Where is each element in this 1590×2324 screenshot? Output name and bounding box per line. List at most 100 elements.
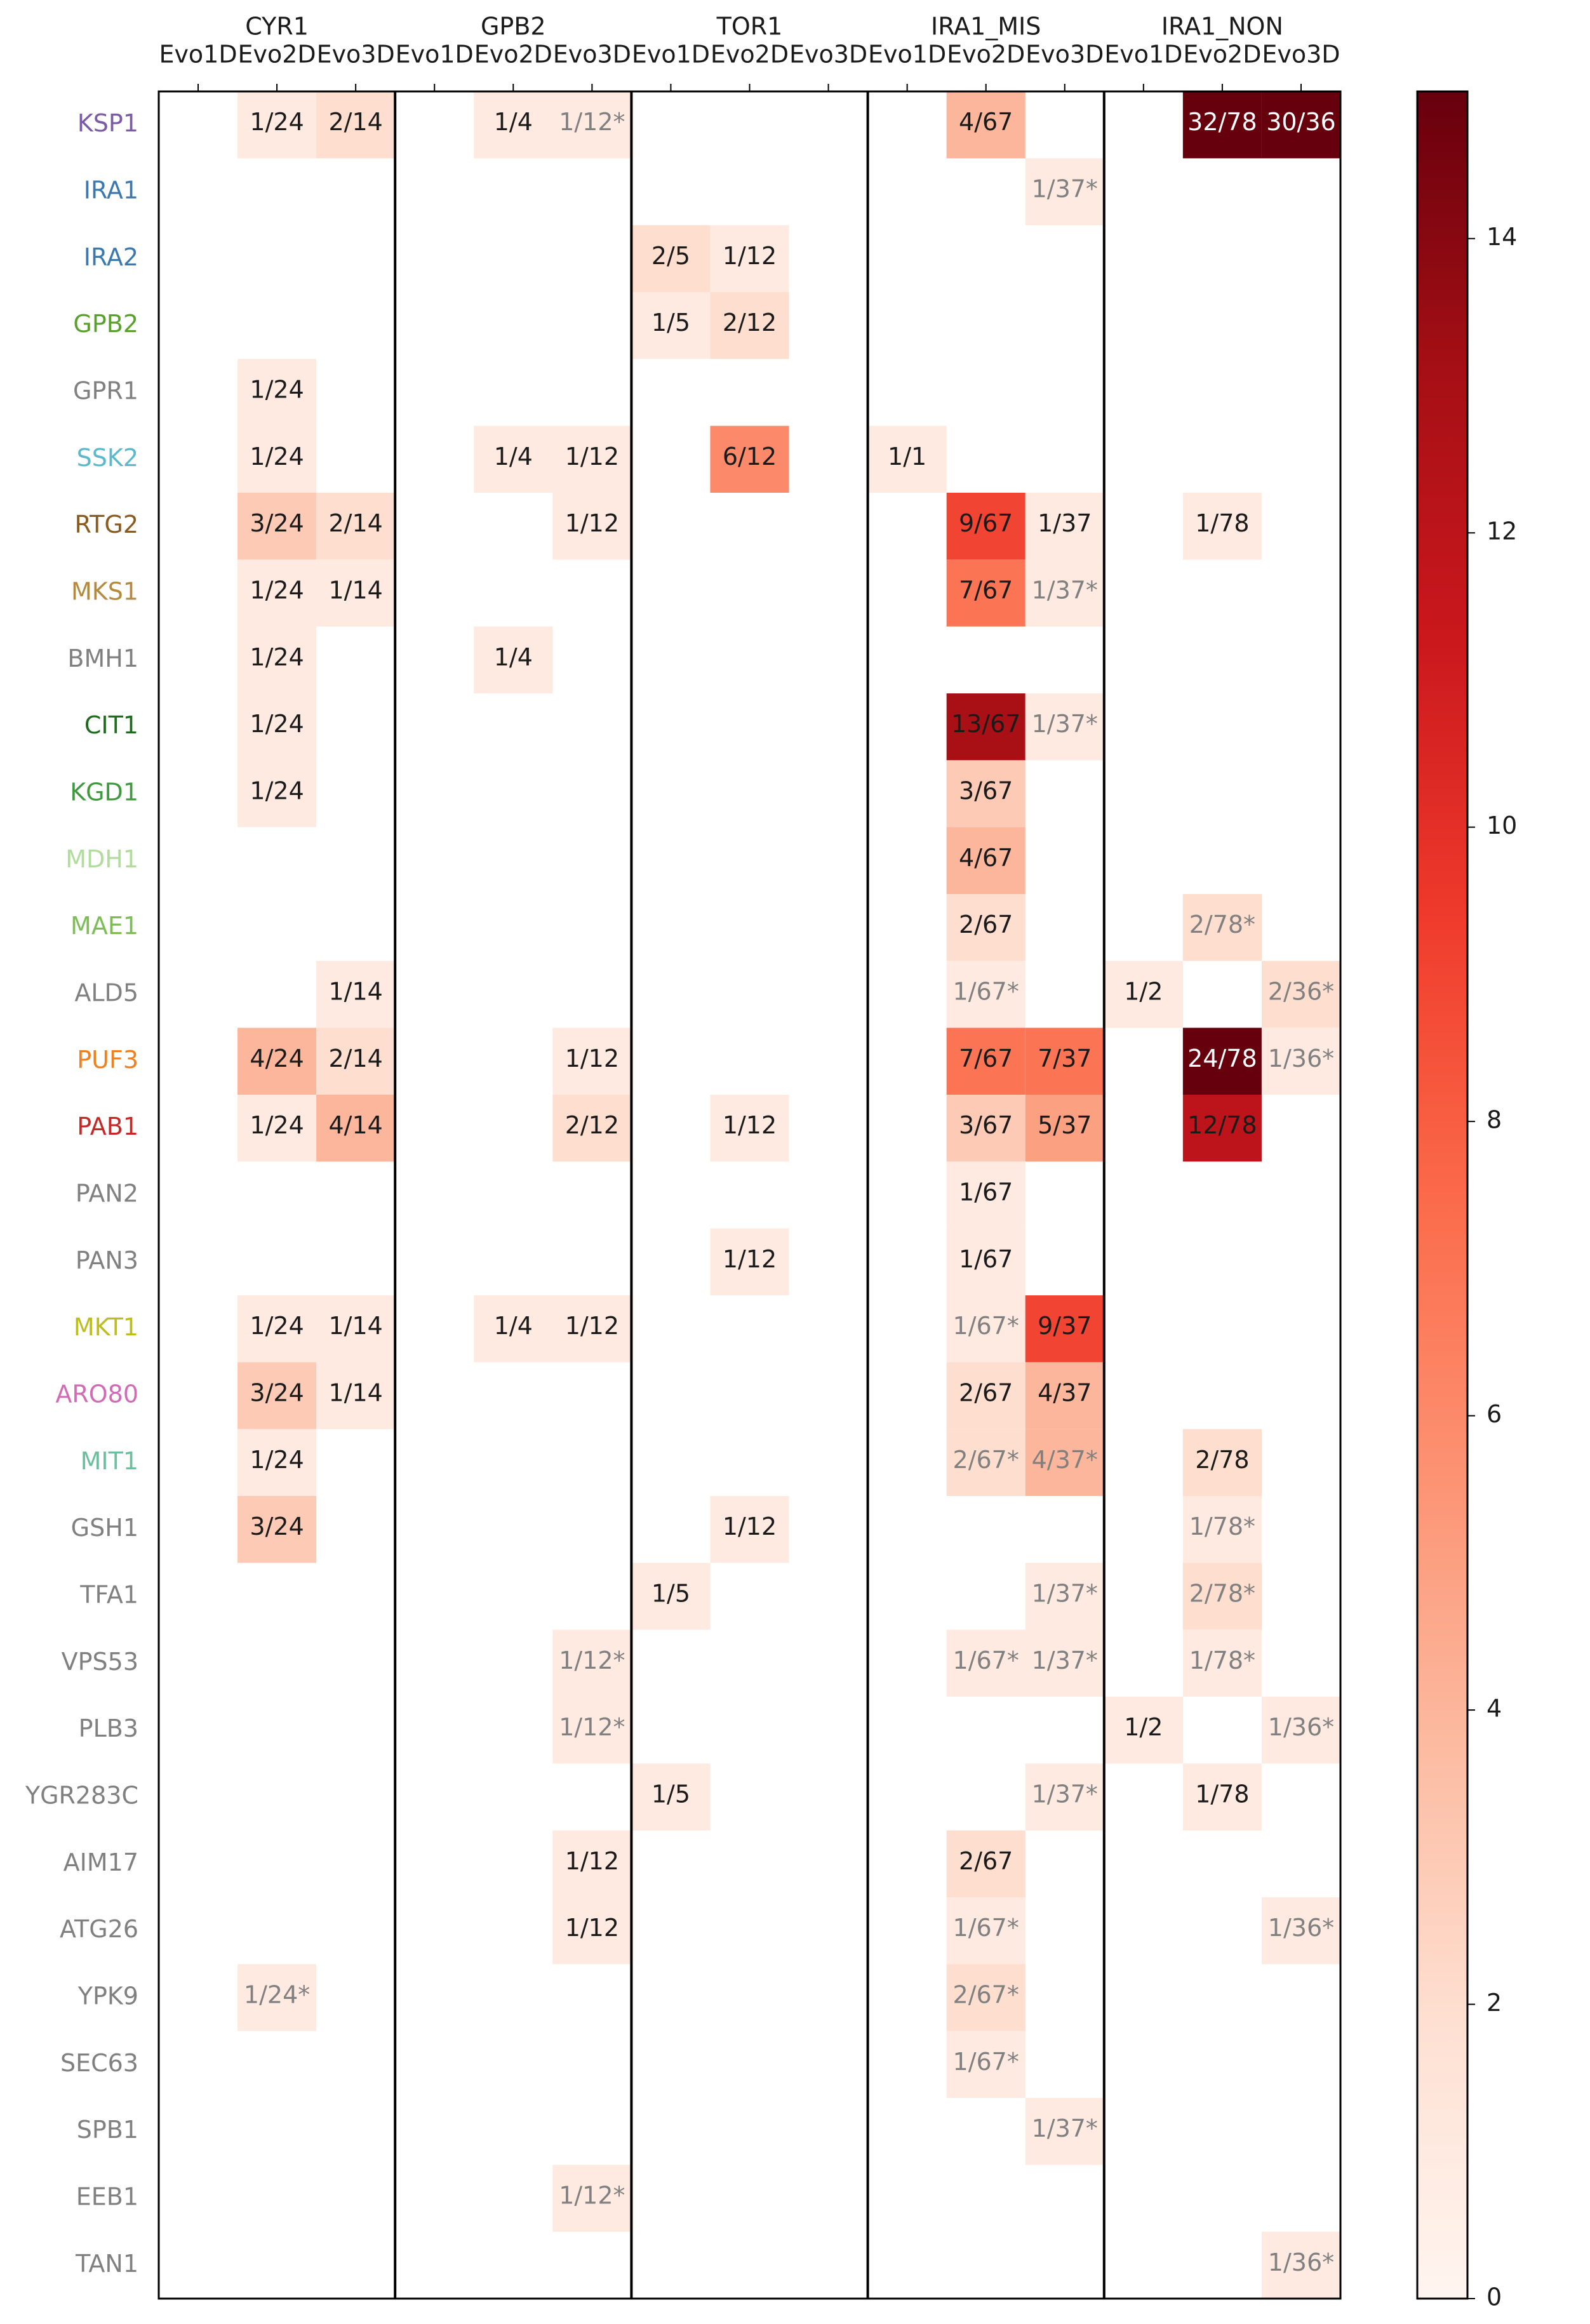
cell-label: 1/12 xyxy=(723,1245,777,1273)
cell-label: 2/67* xyxy=(953,1446,1019,1474)
cell-label: 1/12 xyxy=(565,443,619,471)
heatmap-cell xyxy=(946,91,1025,159)
heatmap-cell xyxy=(1261,961,1340,1028)
heatmap-cell xyxy=(1261,2231,1340,2299)
row-label: MKT1 xyxy=(74,1313,138,1341)
cell-label: 1/67* xyxy=(953,978,1019,1006)
cell-label: 1/1 xyxy=(888,443,926,471)
colorbar-tick-label: 10 xyxy=(1486,811,1517,839)
cell-label: 1/12* xyxy=(559,1646,625,1674)
cell-label: 1/14 xyxy=(328,1379,382,1407)
heatmap-cell xyxy=(1025,1027,1104,1095)
cell-label: 5/37 xyxy=(1038,1111,1092,1139)
cell-label: 3/24 xyxy=(250,1379,304,1407)
colorbar-tick-label: 2 xyxy=(1486,1989,1502,2017)
cell-label: 1/12 xyxy=(723,1111,777,1139)
cell-label: 1/67* xyxy=(953,1646,1019,1674)
heatmap-cell xyxy=(1182,91,1262,159)
column-label: Evo3D xyxy=(1025,41,1104,69)
heatmap-cell xyxy=(1025,1763,1104,1831)
group-label: TOR1 xyxy=(716,13,783,41)
cell-label: 1/24* xyxy=(244,1981,310,2009)
row-label: KSP1 xyxy=(77,109,138,137)
row-label: VPS53 xyxy=(62,1648,138,1676)
row-label: PLB3 xyxy=(79,1714,138,1742)
heatmap-cell xyxy=(316,961,396,1028)
heatmap-cell xyxy=(946,1629,1025,1697)
colorbar-gradient xyxy=(1416,90,1469,2300)
cell-label: 1/67* xyxy=(953,2048,1019,2076)
cell-label: 1/12* xyxy=(559,2182,625,2210)
heatmap-cell xyxy=(631,225,711,292)
row-label: GSH1 xyxy=(71,1514,138,1542)
cell-label: 1/24 xyxy=(250,1312,304,1340)
heatmap-cell xyxy=(552,1830,632,1897)
heatmap-cell xyxy=(631,1563,711,1630)
heatmap-cell xyxy=(946,894,1025,961)
heatmap-cell xyxy=(316,559,396,627)
heatmap-cell xyxy=(1025,1095,1104,1162)
heatmap-cell xyxy=(552,1295,632,1363)
heatmap-cell xyxy=(946,961,1025,1028)
heatmap-cell xyxy=(1182,1095,1262,1162)
column-label: Evo1D xyxy=(632,41,710,69)
cell-label: 1/37* xyxy=(1032,710,1098,738)
cell-label: 1/12 xyxy=(565,1847,619,1875)
row-label: AIM17 xyxy=(63,1848,138,1876)
cell-label: 1/24 xyxy=(250,108,304,136)
heatmap-cell xyxy=(237,91,317,159)
heatmap-cell xyxy=(316,1095,396,1162)
row-label: GPR1 xyxy=(73,377,138,405)
heatmap-cell xyxy=(946,693,1025,761)
cell-label: 2/67 xyxy=(959,1847,1013,1875)
heatmap-cell xyxy=(631,1763,711,1831)
heatmap-cell xyxy=(946,1362,1025,1429)
row-label: ATG26 xyxy=(60,1915,138,1943)
cell-label: 1/4 xyxy=(494,1312,533,1340)
cell-label: 1/24 xyxy=(250,643,304,671)
cell-label: 2/12 xyxy=(565,1111,619,1139)
column-label: Evo1D xyxy=(396,41,474,69)
row-label: YPK9 xyxy=(77,1982,138,2010)
cell-label: 1/4 xyxy=(494,443,533,471)
cell-label: 1/36* xyxy=(1268,1713,1334,1741)
cell-label: 7/67 xyxy=(959,1045,1013,1072)
column-label: Evo3D xyxy=(1262,41,1340,69)
colorbar: 0 2 4 6 8 10 12 14 xyxy=(1416,90,1517,2311)
group-label: CYR1 xyxy=(245,13,309,41)
row-label: YGR283C xyxy=(25,1782,138,1810)
row-labels: KSP1 IRA1 IRA2 GPB2 GPR1 SSK2 RTG2 MKS1 BMH1 CIT1… xyxy=(25,109,138,2278)
cell-label: 30/36 xyxy=(1266,108,1336,136)
column-label: Evo2D xyxy=(474,41,552,69)
heatmap-cell xyxy=(710,1095,789,1162)
heatmap-cell xyxy=(552,1897,632,1965)
heatmap-cell xyxy=(710,225,789,292)
cell-label: 4/67 xyxy=(959,108,1013,136)
cell-label: 1/24 xyxy=(250,376,304,404)
cell-label: 4/37 xyxy=(1038,1379,1092,1407)
cell-label: 1/67* xyxy=(953,1914,1019,1942)
heatmap-cell xyxy=(946,1161,1025,1229)
cell-label: 2/78* xyxy=(1189,1580,1255,1608)
heatmap-cell xyxy=(1025,693,1104,761)
heatmap-cell xyxy=(1025,1429,1104,1496)
heatmap-cell xyxy=(1182,493,1262,560)
group-label: IRA1_MIS xyxy=(931,13,1041,41)
heatmap-cell xyxy=(946,1830,1025,1897)
heatmap-cell xyxy=(316,493,396,560)
cell-label: 7/37 xyxy=(1038,1045,1092,1072)
cell-label: 7/67 xyxy=(959,577,1013,604)
cell-label: 2/67 xyxy=(959,1379,1013,1407)
heatmap-cell xyxy=(316,91,396,159)
heatmap-cell xyxy=(552,1629,632,1697)
heatmap-cell xyxy=(1182,1763,1262,1831)
cell-label: 1/12 xyxy=(565,1914,619,1942)
cell-label: 1/24 xyxy=(250,1446,304,1474)
heatmap-cell xyxy=(1182,1027,1262,1095)
cell-label: 4/14 xyxy=(328,1111,382,1139)
heatmap-cells: 1/24 2/14 1/4 1/12* 4/67 32/78 30/36 1/37* 2/5 1/… xyxy=(237,91,1340,2299)
heatmap-cell xyxy=(1261,1027,1340,1095)
heatmap-cell xyxy=(710,1228,789,1295)
cell-label: 32/78 xyxy=(1187,108,1257,136)
cell-label: 2/67* xyxy=(953,1981,1019,2009)
